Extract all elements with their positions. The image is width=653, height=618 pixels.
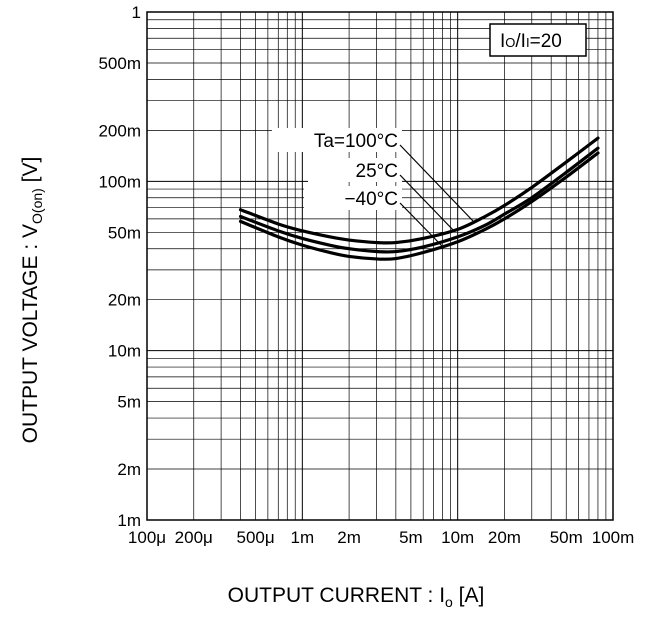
x-axis-title: OUTPUT CURRENT : Io [A] [228, 584, 485, 610]
curve-25c [238, 146, 600, 254]
leader-line-100c [399, 144, 475, 223]
y-tick-label: 500m [98, 54, 141, 73]
x-tick-label: 50m [550, 528, 583, 547]
y-tick-label: 2m [117, 460, 141, 479]
y-tick-labels: 1 500m 200m 100m 50m 20m 10m 5m 2m 1m [98, 3, 141, 530]
series-label-minus40c: −40°C [344, 189, 398, 210]
y-tick-label: 100m [98, 172, 141, 191]
series-label-100c: Ta=100°C [314, 131, 398, 152]
x-tick-labels: 100μ 200μ 500μ 1m 2m 5m 10m 20m 50m 100m [128, 528, 634, 547]
curve-minus40c [238, 151, 600, 261]
curve-100c [238, 136, 600, 245]
y-tick-label: 1m [117, 511, 141, 530]
y-tick-label: 20m [108, 291, 141, 310]
x-tick-label: 1m [291, 528, 315, 547]
x-tick-label: 500μ [236, 528, 274, 547]
x-tick-label: 100m [592, 528, 635, 547]
condition-label: IO/II=20 [500, 31, 562, 52]
x-tick-label: 2m [337, 528, 361, 547]
y-tick-label: 200m [98, 121, 141, 140]
x-tick-label: 5m [399, 528, 423, 547]
condition-box: IO/II=20 [489, 23, 587, 57]
y-axis-title: OUTPUT VOLTAGE : VO(on) [V] [19, 157, 45, 444]
y-tick-label: 5m [117, 393, 141, 412]
y-tick-label: 50m [108, 223, 141, 242]
y-tick-label: 10m [108, 342, 141, 361]
x-tick-label: 100μ [128, 528, 166, 547]
leader-line-minus40c [399, 202, 444, 248]
x-tick-label: 200μ [175, 528, 213, 547]
series-label-25c: 25°C [356, 161, 398, 182]
x-tick-label: 20m [488, 528, 521, 547]
grid [147, 12, 613, 520]
x-tick-label: 10m [441, 528, 474, 547]
y-tick-label: 1 [132, 3, 141, 22]
plot-frame [146, 11, 614, 521]
series-annotations: Ta=100°C 25°C −40°C [272, 128, 475, 248]
leader-line-25c [399, 174, 456, 233]
curves [238, 136, 600, 261]
